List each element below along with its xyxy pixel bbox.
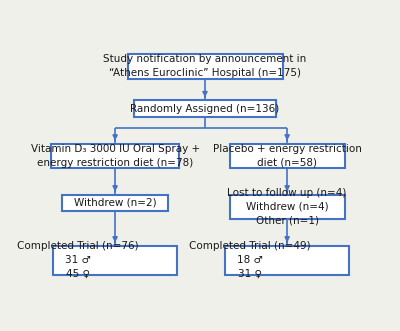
Text: Vitamin D₃ 3000 IU Oral Spray +
energy restriction diet (n=78): Vitamin D₃ 3000 IU Oral Spray + energy r… (30, 144, 200, 168)
Text: Randomly Assigned (n=136): Randomly Assigned (n=136) (130, 104, 280, 114)
FancyBboxPatch shape (62, 195, 168, 211)
Text: Lost to follow up (n=4)
Withdrew (n=4)
Other (n=1): Lost to follow up (n=4) Withdrew (n=4) O… (228, 188, 347, 226)
FancyBboxPatch shape (51, 144, 180, 168)
FancyBboxPatch shape (230, 195, 344, 219)
Text: Completed Trial (n=49)
18 ♂
31 ♀: Completed Trial (n=49) 18 ♂ 31 ♀ (189, 241, 311, 279)
Text: Completed Trial (n=76)
31 ♂
45 ♀: Completed Trial (n=76) 31 ♂ 45 ♀ (17, 241, 139, 279)
FancyBboxPatch shape (225, 246, 349, 275)
Text: Withdrew (n=2): Withdrew (n=2) (74, 198, 156, 208)
FancyBboxPatch shape (53, 246, 177, 275)
FancyBboxPatch shape (230, 144, 344, 168)
Text: Placebo + energy restriction
diet (n=58): Placebo + energy restriction diet (n=58) (213, 144, 362, 168)
Text: Study notification by announcement in
“Athens Euroclinic” Hospital (n=175): Study notification by announcement in “A… (103, 55, 307, 78)
FancyBboxPatch shape (128, 54, 282, 79)
FancyBboxPatch shape (134, 100, 276, 117)
